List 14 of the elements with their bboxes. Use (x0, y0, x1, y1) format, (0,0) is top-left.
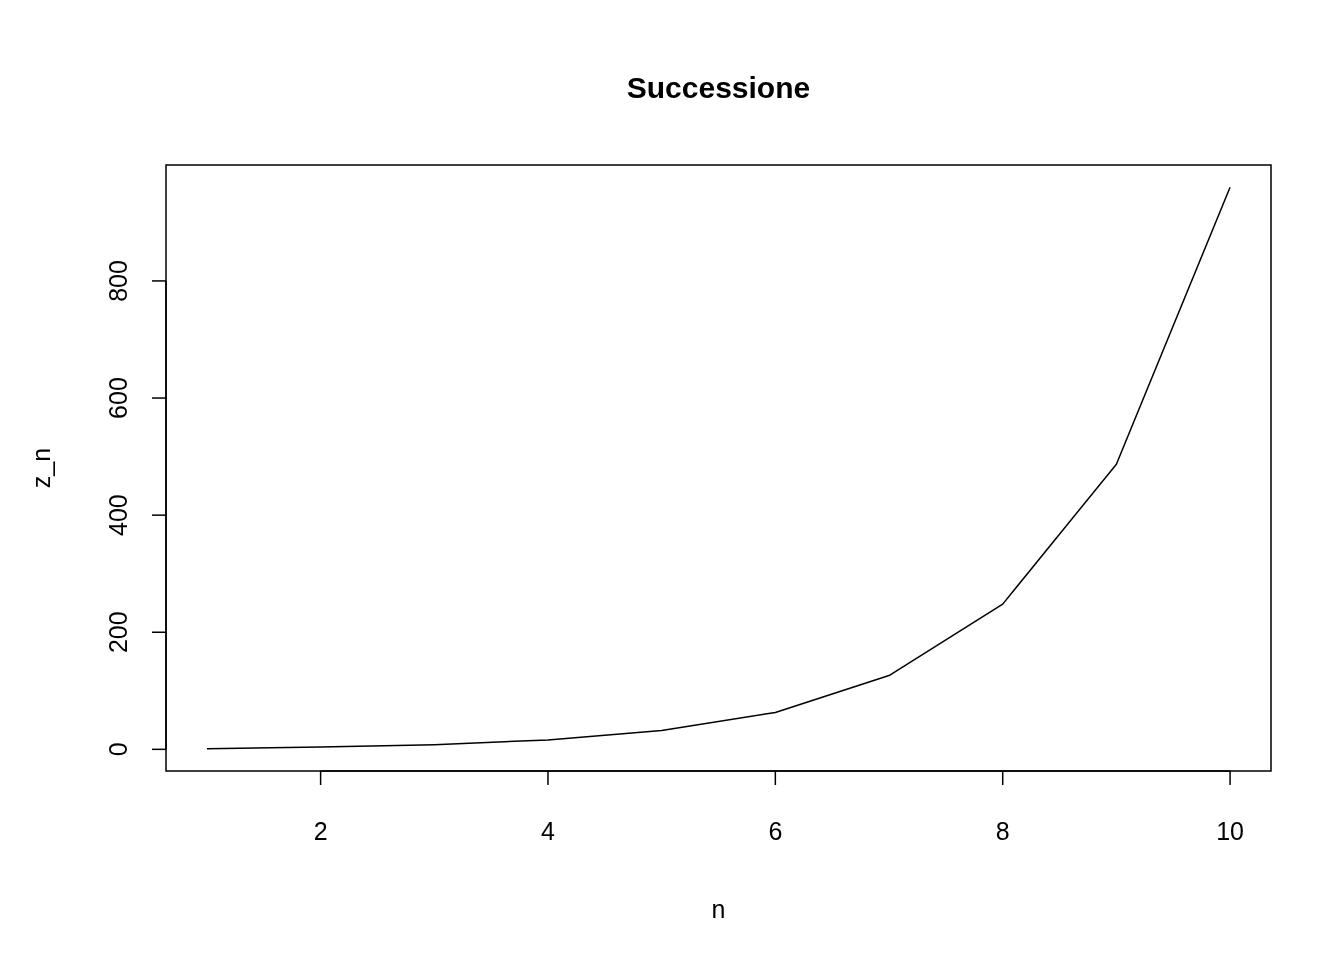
y-tick-label: 600 (103, 377, 132, 419)
x-tick-label: 10 (1216, 817, 1244, 845)
y-tick-label: 200 (103, 611, 132, 654)
y-tick-label: 400 (103, 494, 132, 536)
y-tick-label: 0 (103, 742, 132, 757)
x-tick-label: 4 (541, 817, 556, 845)
y-axis-title: z_n (27, 447, 55, 489)
x-tick-label: 6 (768, 817, 783, 845)
line-series (206, 186, 1231, 750)
y-tick-label: 800 (103, 260, 132, 302)
x-tick-label: 2 (313, 817, 328, 845)
x-tick-label: 8 (995, 817, 1010, 845)
x-axis-title: n (711, 895, 726, 923)
chart-title: Successione (626, 71, 811, 104)
